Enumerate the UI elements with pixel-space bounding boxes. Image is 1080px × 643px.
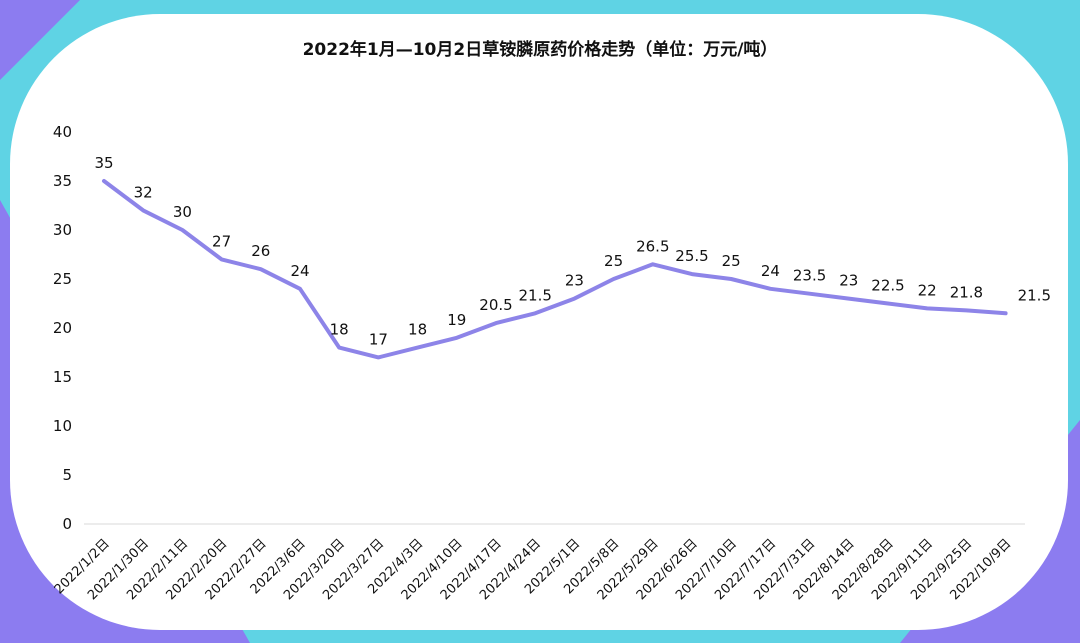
data-label: 30	[173, 203, 192, 221]
data-label: 18	[330, 321, 349, 339]
data-label: 25.5	[675, 247, 708, 265]
top-left-corner-shape	[0, 0, 80, 80]
data-label: 25	[722, 252, 741, 270]
data-label: 18	[408, 321, 427, 339]
data-label: 27	[212, 232, 231, 250]
chart-card	[10, 14, 1068, 630]
data-label: 32	[134, 183, 153, 201]
data-label: 21.5	[518, 286, 551, 304]
y-tick-label: 15	[53, 368, 72, 386]
x-axis: 2022/1/2日2022/1/30日2022/2/11日2022/2/20日2…	[52, 536, 1015, 603]
data-label: 17	[369, 330, 388, 348]
y-tick-label: 5	[62, 466, 72, 484]
data-label: 26	[251, 242, 270, 260]
y-tick-label: 10	[53, 417, 72, 435]
y-axis: 0 5 10 15 20 25 30 35 40	[53, 123, 72, 533]
data-label: 21.5	[1018, 286, 1051, 304]
data-label: 25	[604, 252, 623, 270]
data-label: 23	[565, 272, 584, 290]
price-series-line	[102, 179, 1008, 360]
y-tick-label: 30	[53, 221, 72, 239]
data-label: 24	[761, 262, 780, 280]
data-label: 24	[290, 262, 309, 280]
y-tick-label: 35	[53, 172, 72, 190]
data-label: 35	[94, 154, 113, 172]
data-label: 23.5	[793, 267, 826, 285]
data-label: 26.5	[636, 237, 669, 255]
y-tick-label: 40	[53, 123, 72, 141]
data-labels: 35 32 30 27 26 24 18 17 18 19 20.5 21.5 23 25 26.5 25.5…	[94, 154, 1051, 348]
data-label: 22	[918, 281, 937, 299]
data-label: 20.5	[479, 296, 512, 314]
y-tick-label: 20	[53, 319, 72, 337]
y-tick-label: 25	[53, 270, 72, 288]
data-label: 19	[447, 311, 466, 329]
chart-title: 2022年1月—10月2日草铵膦原药价格走势（单位：万元/吨）	[302, 40, 778, 60]
y-tick-label: 0	[62, 515, 72, 533]
data-label: 21.8	[950, 283, 983, 301]
data-label: 22.5	[871, 277, 904, 295]
data-label: 23	[839, 272, 858, 290]
